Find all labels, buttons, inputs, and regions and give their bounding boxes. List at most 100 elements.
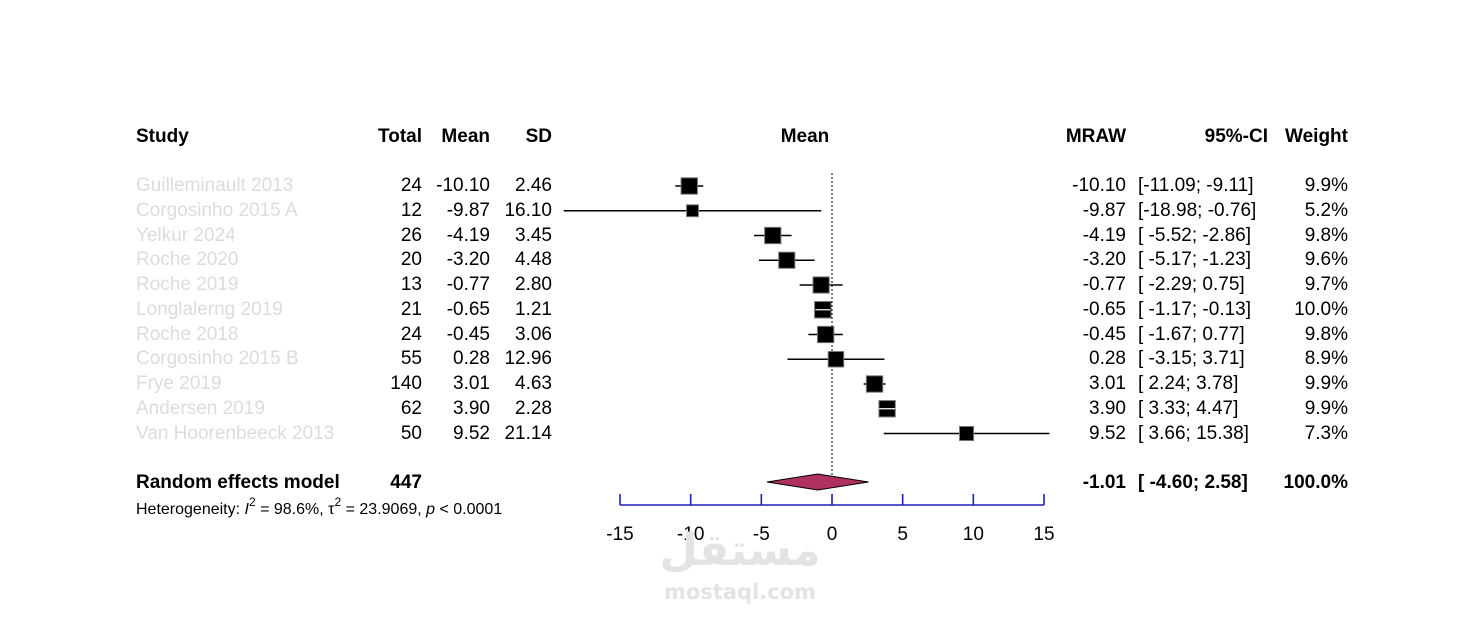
x-tick-label: -10 bbox=[677, 524, 704, 545]
study-ci: [-18.98; -0.76] bbox=[1138, 199, 1257, 221]
study-label: Roche 2020 bbox=[136, 249, 239, 271]
study-sd: 21.14 bbox=[504, 422, 552, 444]
study-marker bbox=[764, 226, 782, 245]
study-weight: 9.9% bbox=[1304, 397, 1348, 419]
study-total: 24 bbox=[400, 323, 422, 345]
study-mean: -9.87 bbox=[446, 199, 490, 221]
study-marker bbox=[778, 251, 796, 269]
study-mean: 9.52 bbox=[453, 422, 490, 444]
study-sd: 2.80 bbox=[515, 274, 552, 295]
study-sd: 12.96 bbox=[504, 348, 552, 370]
study-total: 55 bbox=[400, 348, 422, 370]
study-ci: [-11.09; -9.11] bbox=[1138, 175, 1254, 196]
header-sd: SD bbox=[525, 126, 552, 147]
study-sd: 16.10 bbox=[504, 199, 552, 221]
study-ci: [ -5.52; -2.86] bbox=[1138, 224, 1252, 246]
study-effect: -10.10 bbox=[1072, 175, 1126, 196]
study-sd: 4.48 bbox=[515, 249, 552, 271]
watermark-latin: mostaql.com bbox=[664, 580, 816, 604]
study-marker bbox=[817, 325, 835, 344]
summary-effect: -1.01 bbox=[1082, 472, 1126, 493]
i2-value: = 98.6%, bbox=[255, 501, 329, 518]
study-label: Frye 2019 bbox=[136, 373, 222, 394]
summary-ci: [ -4.60; 2.58] bbox=[1138, 472, 1248, 493]
study-mean: -0.65 bbox=[446, 298, 490, 320]
study-label: Corgosinho 2015 A bbox=[136, 199, 298, 221]
study-sd: 3.06 bbox=[515, 323, 552, 345]
study-mean: -0.77 bbox=[446, 274, 490, 295]
study-weight: 9.6% bbox=[1304, 249, 1348, 271]
summary-diamond bbox=[766, 473, 869, 491]
study-ci: [ -3.15; 3.71] bbox=[1138, 348, 1245, 370]
x-tick-label: 15 bbox=[1033, 524, 1054, 545]
x-tick-label: 10 bbox=[963, 524, 984, 545]
header-mraw: MRAW bbox=[1065, 126, 1126, 147]
study-ci: [ -2.29; 0.75] bbox=[1138, 274, 1245, 295]
study-effect: 3.90 bbox=[1089, 397, 1126, 419]
study-ci: [ 3.66; 15.38] bbox=[1138, 422, 1249, 444]
study-marker bbox=[959, 425, 975, 442]
header-mean: Mean bbox=[441, 126, 490, 147]
study-sd: 3.45 bbox=[515, 224, 552, 246]
x-tick-label: 0 bbox=[827, 524, 838, 545]
study-label: Longlalerng 2019 bbox=[136, 298, 283, 320]
study-weight: 8.9% bbox=[1304, 348, 1348, 370]
study-sd: 4.63 bbox=[515, 373, 552, 394]
study-mean: -0.45 bbox=[446, 323, 490, 345]
study-total: 50 bbox=[400, 422, 422, 444]
tau2-symbol: τ bbox=[328, 501, 335, 518]
study-total: 24 bbox=[400, 175, 422, 196]
study-ci: [ -1.17; -0.13] bbox=[1138, 298, 1252, 320]
study-total: 20 bbox=[400, 249, 422, 271]
study-label: Yelkur 2024 bbox=[136, 224, 236, 246]
study-effect: -0.45 bbox=[1082, 323, 1126, 345]
study-weight: 9.8% bbox=[1304, 323, 1348, 345]
tau2-value: = 23.9069, bbox=[341, 501, 427, 518]
study-mean: 3.90 bbox=[453, 397, 490, 419]
study-label: Guilleminault 2013 bbox=[136, 175, 294, 196]
study-marker bbox=[865, 375, 884, 393]
study-mean: -4.19 bbox=[446, 224, 490, 246]
x-tick-label: -5 bbox=[753, 524, 770, 545]
study-effect: -9.87 bbox=[1082, 199, 1126, 221]
p-value: < 0.0001 bbox=[435, 501, 503, 518]
x-tick-label: 5 bbox=[897, 524, 908, 545]
study-weight: 5.2% bbox=[1304, 199, 1348, 221]
study-ci: [ 2.24; 3.78] bbox=[1138, 373, 1239, 394]
i2-symbol: I bbox=[244, 501, 249, 518]
study-total: 12 bbox=[400, 199, 422, 221]
study-mean: -3.20 bbox=[446, 249, 490, 271]
study-label: Roche 2019 bbox=[136, 274, 239, 295]
summary-weight: 100.0% bbox=[1283, 472, 1348, 493]
study-label: Roche 2018 bbox=[136, 323, 239, 345]
study-total: 62 bbox=[400, 397, 422, 419]
header-total: Total bbox=[378, 126, 422, 147]
header-plot-mean: Mean bbox=[780, 126, 830, 147]
study-total: 26 bbox=[400, 224, 422, 246]
study-mean: 3.01 bbox=[453, 373, 490, 394]
summary-label: Random effects model bbox=[136, 472, 340, 493]
study-effect: 9.52 bbox=[1089, 422, 1126, 444]
study-label: Andersen 2019 bbox=[136, 397, 265, 419]
study-ci: [ -5.17; -1.23] bbox=[1138, 249, 1252, 271]
study-sd: 2.28 bbox=[515, 397, 552, 419]
study-label: Van Hoorenbeeck 2013 bbox=[136, 422, 335, 444]
study-weight: 10.0% bbox=[1294, 298, 1348, 320]
study-mean: -10.10 bbox=[436, 175, 490, 196]
study-ci: [ -1.67; 0.77] bbox=[1138, 323, 1245, 345]
study-marker bbox=[827, 350, 845, 368]
study-weight: 7.3% bbox=[1304, 422, 1348, 444]
study-effect: 0.28 bbox=[1089, 348, 1126, 370]
study-weight: 9.7% bbox=[1304, 274, 1348, 295]
study-total: 21 bbox=[400, 298, 422, 320]
study-label: Corgosinho 2015 B bbox=[136, 348, 299, 370]
study-mean: 0.28 bbox=[453, 348, 490, 370]
summary-total: 447 bbox=[390, 472, 422, 493]
study-effect: -0.77 bbox=[1082, 274, 1126, 295]
study-marker bbox=[680, 177, 698, 195]
p-symbol: p bbox=[426, 501, 436, 518]
x-tick-label: -15 bbox=[606, 524, 633, 545]
study-effect: -4.19 bbox=[1082, 224, 1126, 246]
study-marker bbox=[686, 204, 699, 218]
